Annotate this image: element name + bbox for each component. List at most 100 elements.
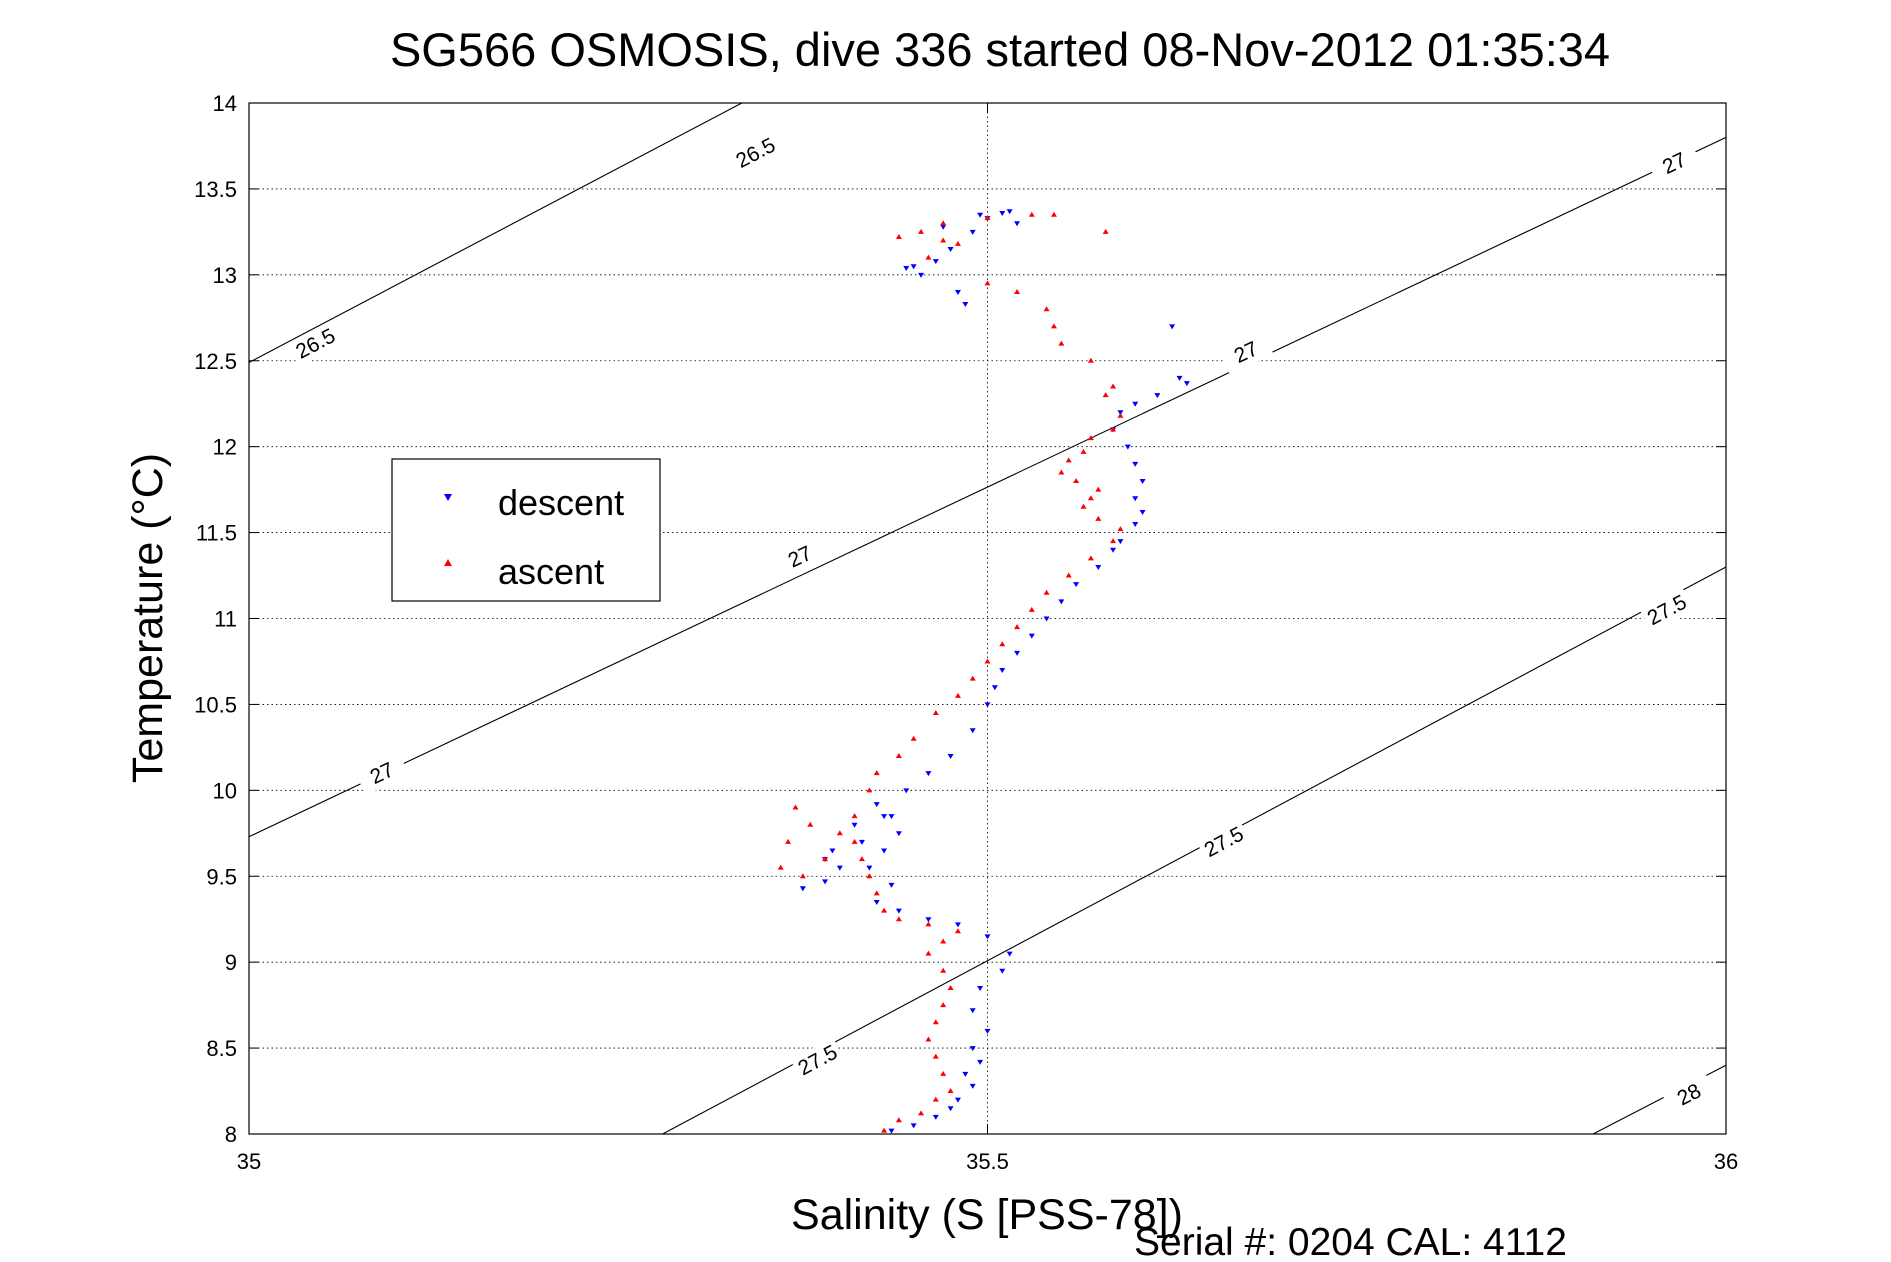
descent-point [999, 210, 1006, 216]
ascent-point [895, 1117, 902, 1123]
points-layer [777, 209, 1190, 1134]
ticks-layer: 35 35.5 36 8 8.5 9 9.5 10 10.5 11 11.5 12 12.5 13 13.5… [194, 91, 1738, 1174]
descent-point [977, 1059, 984, 1065]
descent-point [925, 771, 932, 777]
descent-point [969, 229, 976, 235]
legend-ascent-label: ascent [498, 551, 604, 592]
chart-title: SG566 OSMOSIS, dive 336 started 08-Nov-2… [390, 23, 1610, 76]
ascent-point [881, 907, 888, 913]
isopycnal-label-gap [728, 130, 783, 176]
descent-point [910, 264, 917, 270]
ascent-point [873, 890, 880, 896]
ascent-point [969, 675, 976, 681]
descent-point [903, 788, 910, 794]
descent-point [1110, 547, 1117, 553]
ascent-point [836, 830, 843, 836]
ascent-point [1095, 515, 1102, 521]
ascent-point [910, 735, 917, 741]
ascent-point [851, 813, 858, 819]
descent-point [1117, 539, 1124, 545]
descent-point [822, 879, 829, 885]
ascent-point [881, 1127, 888, 1133]
y-tick-label: 10 [213, 778, 237, 803]
isopycnal-label-gap [1196, 819, 1252, 865]
descent-point [1028, 633, 1035, 639]
descent-point [984, 934, 991, 940]
descent-point [962, 1071, 969, 1077]
descent-point [1132, 401, 1139, 407]
y-tick-label: 14 [213, 91, 237, 116]
descent-point [1014, 221, 1021, 227]
ascent-point [918, 1110, 925, 1116]
isopycnal-label-gap [1639, 587, 1695, 633]
descent-point [1139, 509, 1146, 515]
ascent-point [1102, 228, 1109, 234]
descent-point [799, 886, 806, 892]
ascent-point [1028, 606, 1035, 612]
descent-point [969, 1008, 976, 1014]
y-tick-label: 8 [225, 1122, 237, 1147]
descent-point [954, 290, 961, 296]
descent-point [873, 802, 880, 808]
ascent-point [984, 658, 991, 664]
ascent-point [999, 641, 1006, 647]
ascent-point [1043, 589, 1050, 595]
isopycnal-line [662, 566, 1726, 1134]
footer-serial-cal: Serial #: 0204 CAL: 4112 [1134, 1221, 1567, 1262]
descent-point [873, 900, 880, 906]
x-tick-label: 35 [237, 1149, 261, 1174]
y-tick-label: 9 [225, 950, 237, 975]
descent-point [1132, 521, 1139, 527]
descent-point [881, 848, 888, 854]
descent-point [1043, 616, 1050, 622]
ascent-point [1110, 426, 1117, 432]
descent-point [984, 1028, 991, 1034]
isopycnal-label-gap [288, 320, 343, 367]
descent-point [969, 1083, 976, 1089]
ascent-point [1065, 572, 1072, 578]
descent-point [903, 265, 910, 271]
y-tick-label: 11.5 [196, 521, 237, 546]
x-tick-label: 36 [1714, 1149, 1738, 1174]
ascent-point [1080, 503, 1087, 509]
ascent-point [1110, 383, 1117, 389]
ascent-point [940, 237, 947, 243]
descent-point [895, 908, 902, 914]
ascent-point [984, 280, 991, 286]
legend: descent ascent [391, 458, 661, 602]
ascent-point [807, 821, 814, 827]
descent-point [910, 1123, 917, 1129]
descent-point [1139, 479, 1146, 485]
descent-point [1176, 375, 1183, 381]
ascent-point [858, 856, 865, 862]
y-tick-label: 12 [213, 435, 237, 460]
ascent-point [1080, 448, 1087, 454]
ascent-point [1065, 457, 1072, 463]
y-tick-label: 12.5 [194, 349, 237, 374]
descent-point [932, 259, 939, 265]
descent-point [918, 272, 925, 278]
y-tick-label: 10.5 [194, 692, 237, 717]
ascent-point [1058, 469, 1065, 475]
descent-point [947, 247, 954, 253]
descent-point [888, 814, 895, 820]
descent-point [1154, 393, 1161, 399]
descent-point [1132, 461, 1139, 467]
isopycnal-label-gap [1218, 330, 1274, 375]
x-tick-label: 35.5 [966, 1149, 1009, 1174]
ascent-point [1087, 357, 1094, 363]
ascent-point [932, 1019, 939, 1025]
ascent-point [799, 873, 806, 879]
isopycnal-label-gap [1661, 1071, 1717, 1118]
descent-point [962, 302, 969, 308]
ascent-point [1102, 392, 1109, 398]
descent-point [991, 685, 998, 691]
ascent-point [940, 220, 947, 226]
descent-point [954, 1097, 961, 1103]
ascent-point [1117, 526, 1124, 532]
descent-point [866, 865, 873, 871]
ascent-point [1028, 211, 1035, 217]
isopycnal-label-gap [1647, 141, 1702, 186]
descent-point [1006, 209, 1013, 215]
descent-point [1169, 324, 1176, 330]
